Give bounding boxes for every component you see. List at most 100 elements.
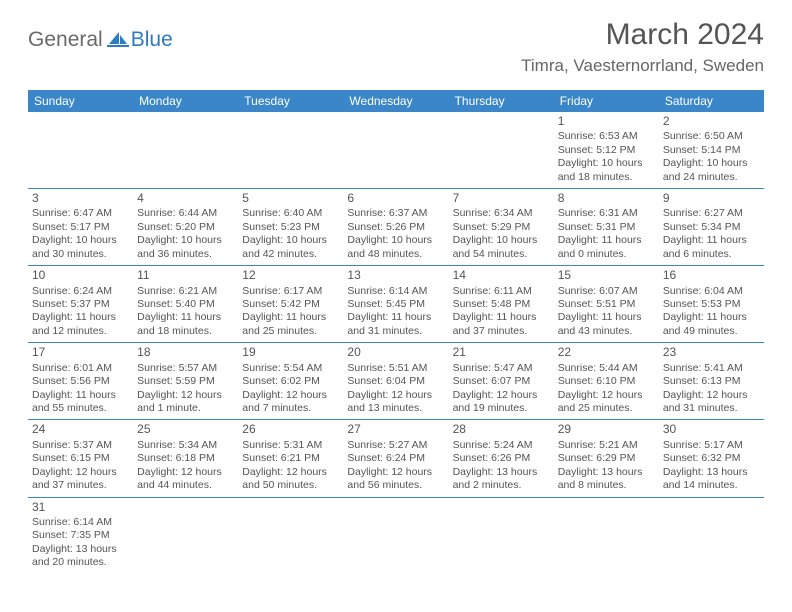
sunrise-text: Sunrise: 6:27 AM <box>663 207 760 220</box>
daylight-text: Daylight: 11 hours and 18 minutes. <box>137 311 234 338</box>
sunrise-text: Sunrise: 6:14 AM <box>32 516 129 529</box>
daylight-text: Daylight: 11 hours and 31 minutes. <box>347 311 444 338</box>
day-number: 24 <box>32 422 129 437</box>
sunrise-text: Sunrise: 6:17 AM <box>242 285 339 298</box>
sunset-text: Sunset: 6:07 PM <box>453 375 550 388</box>
day-number: 30 <box>663 422 760 437</box>
logo-text-blue: Blue <box>131 28 173 52</box>
daylight-text: Daylight: 13 hours and 2 minutes. <box>453 466 550 493</box>
calendar-empty-cell <box>133 112 238 189</box>
calendar-week-row: 31Sunrise: 6:14 AMSunset: 7:35 PMDayligh… <box>28 497 764 574</box>
day-number: 31 <box>32 500 129 515</box>
daylight-text: Daylight: 12 hours and 1 minute. <box>137 389 234 416</box>
daylight-text: Daylight: 10 hours and 24 minutes. <box>663 157 760 184</box>
calendar-week-row: 24Sunrise: 5:37 AMSunset: 6:15 PMDayligh… <box>28 420 764 497</box>
daylight-text: Daylight: 11 hours and 49 minutes. <box>663 311 760 338</box>
day-number: 18 <box>137 345 234 360</box>
calendar-empty-cell <box>133 497 238 574</box>
day-number: 15 <box>558 268 655 283</box>
sunrise-text: Sunrise: 5:17 AM <box>663 439 760 452</box>
sunset-text: Sunset: 6:29 PM <box>558 452 655 465</box>
day-number: 9 <box>663 191 760 206</box>
calendar-week-row: 17Sunrise: 6:01 AMSunset: 5:56 PMDayligh… <box>28 343 764 420</box>
sunset-text: Sunset: 5:51 PM <box>558 298 655 311</box>
day-number: 23 <box>663 345 760 360</box>
sunrise-text: Sunrise: 6:14 AM <box>347 285 444 298</box>
daylight-text: Daylight: 12 hours and 56 minutes. <box>347 466 444 493</box>
day-number: 19 <box>242 345 339 360</box>
daylight-text: Daylight: 12 hours and 37 minutes. <box>32 466 129 493</box>
daylight-text: Daylight: 12 hours and 13 minutes. <box>347 389 444 416</box>
day-header: Sunday <box>28 90 133 112</box>
day-header: Tuesday <box>238 90 343 112</box>
calendar-day-cell: 5Sunrise: 6:40 AMSunset: 5:23 PMDaylight… <box>238 189 343 266</box>
day-number: 20 <box>347 345 444 360</box>
sunrise-text: Sunrise: 5:24 AM <box>453 439 550 452</box>
sunset-text: Sunset: 5:26 PM <box>347 221 444 234</box>
sunset-text: Sunset: 6:13 PM <box>663 375 760 388</box>
calendar-body: 1Sunrise: 6:53 AMSunset: 5:12 PMDaylight… <box>28 112 764 574</box>
calendar-day-cell: 8Sunrise: 6:31 AMSunset: 5:31 PMDaylight… <box>554 189 659 266</box>
sunset-text: Sunset: 5:17 PM <box>32 221 129 234</box>
day-number: 25 <box>137 422 234 437</box>
day-number: 21 <box>453 345 550 360</box>
sunrise-text: Sunrise: 6:01 AM <box>32 362 129 375</box>
logo-text-general: General <box>28 28 103 52</box>
calendar-day-cell: 28 Sunrise: 5:24 AMSunset: 6:26 PMDayligh… <box>449 420 554 497</box>
daylight-text: Daylight: 12 hours and 50 minutes. <box>242 466 339 493</box>
sunset-text: Sunset: 6:10 PM <box>558 375 655 388</box>
sunset-text: Sunset: 5:59 PM <box>137 375 234 388</box>
daylight-text: Daylight: 11 hours and 25 minutes. <box>242 311 339 338</box>
daylight-text: Daylight: 11 hours and 12 minutes. <box>32 311 129 338</box>
logo: General Blue <box>28 18 173 52</box>
sunset-text: Sunset: 6:26 PM <box>453 452 550 465</box>
day-number: 12 <box>242 268 339 283</box>
sunset-text: Sunset: 5:12 PM <box>558 144 655 157</box>
location: Timra, Vaesternorrland, Sweden <box>521 56 764 76</box>
sunrise-text: Sunrise: 5:27 AM <box>347 439 444 452</box>
calendar-day-cell: 2Sunrise: 6:50 AMSunset: 5:14 PMDaylight… <box>659 112 764 189</box>
calendar-empty-cell <box>659 497 764 574</box>
day-number: 1 <box>558 114 655 129</box>
sunset-text: Sunset: 5:31 PM <box>558 221 655 234</box>
sunset-text: Sunset: 7:35 PM <box>32 529 129 542</box>
daylight-text: Daylight: 13 hours and 14 minutes. <box>663 466 760 493</box>
day-header: Friday <box>554 90 659 112</box>
sunset-text: Sunset: 5:29 PM <box>453 221 550 234</box>
sunset-text: Sunset: 5:34 PM <box>663 221 760 234</box>
sunset-text: Sunset: 5:53 PM <box>663 298 760 311</box>
daylight-text: Daylight: 11 hours and 37 minutes. <box>453 311 550 338</box>
day-number: 22 <box>558 345 655 360</box>
calendar-day-cell: 17Sunrise: 6:01 AMSunset: 5:56 PMDayligh… <box>28 343 133 420</box>
sunset-text: Sunset: 5:56 PM <box>32 375 129 388</box>
sunrise-text: Sunrise: 5:41 AM <box>663 362 760 375</box>
daylight-text: Daylight: 10 hours and 18 minutes. <box>558 157 655 184</box>
calendar-empty-cell <box>554 497 659 574</box>
day-number: 28 <box>453 422 550 437</box>
calendar-day-cell: 31Sunrise: 6:14 AMSunset: 7:35 PMDayligh… <box>28 497 133 574</box>
day-number: 14 <box>453 268 550 283</box>
title-block: March 2024 Timra, Vaesternorrland, Swede… <box>521 18 764 76</box>
day-header: Monday <box>133 90 238 112</box>
day-number: 7 <box>453 191 550 206</box>
sunrise-text: Sunrise: 6:24 AM <box>32 285 129 298</box>
calendar-day-cell: 10Sunrise: 6:24 AMSunset: 5:37 PMDayligh… <box>28 266 133 343</box>
sunset-text: Sunset: 6:32 PM <box>663 452 760 465</box>
day-header: Thursday <box>449 90 554 112</box>
calendar-day-cell: 4Sunrise: 6:44 AMSunset: 5:20 PMDaylight… <box>133 189 238 266</box>
sunset-text: Sunset: 5:37 PM <box>32 298 129 311</box>
daylight-text: Daylight: 11 hours and 55 minutes. <box>32 389 129 416</box>
calendar-day-cell: 20Sunrise: 5:51 AMSunset: 6:04 PMDayligh… <box>343 343 448 420</box>
sunrise-text: Sunrise: 6:11 AM <box>453 285 550 298</box>
day-number: 6 <box>347 191 444 206</box>
day-number: 8 <box>558 191 655 206</box>
calendar-day-cell: 29Sunrise: 5:21 AMSunset: 6:29 PMDayligh… <box>554 420 659 497</box>
calendar-header-row: SundayMondayTuesdayWednesdayThursdayFrid… <box>28 90 764 112</box>
calendar-day-cell: 22Sunrise: 5:44 AMSunset: 6:10 PMDayligh… <box>554 343 659 420</box>
day-number: 4 <box>137 191 234 206</box>
daylight-text: Daylight: 10 hours and 30 minutes. <box>32 234 129 261</box>
daylight-text: Daylight: 13 hours and 20 minutes. <box>32 543 129 570</box>
sunset-text: Sunset: 5:42 PM <box>242 298 339 311</box>
calendar-day-cell: 14Sunrise: 6:11 AMSunset: 5:48 PMDayligh… <box>449 266 554 343</box>
sunrise-text: Sunrise: 5:57 AM <box>137 362 234 375</box>
